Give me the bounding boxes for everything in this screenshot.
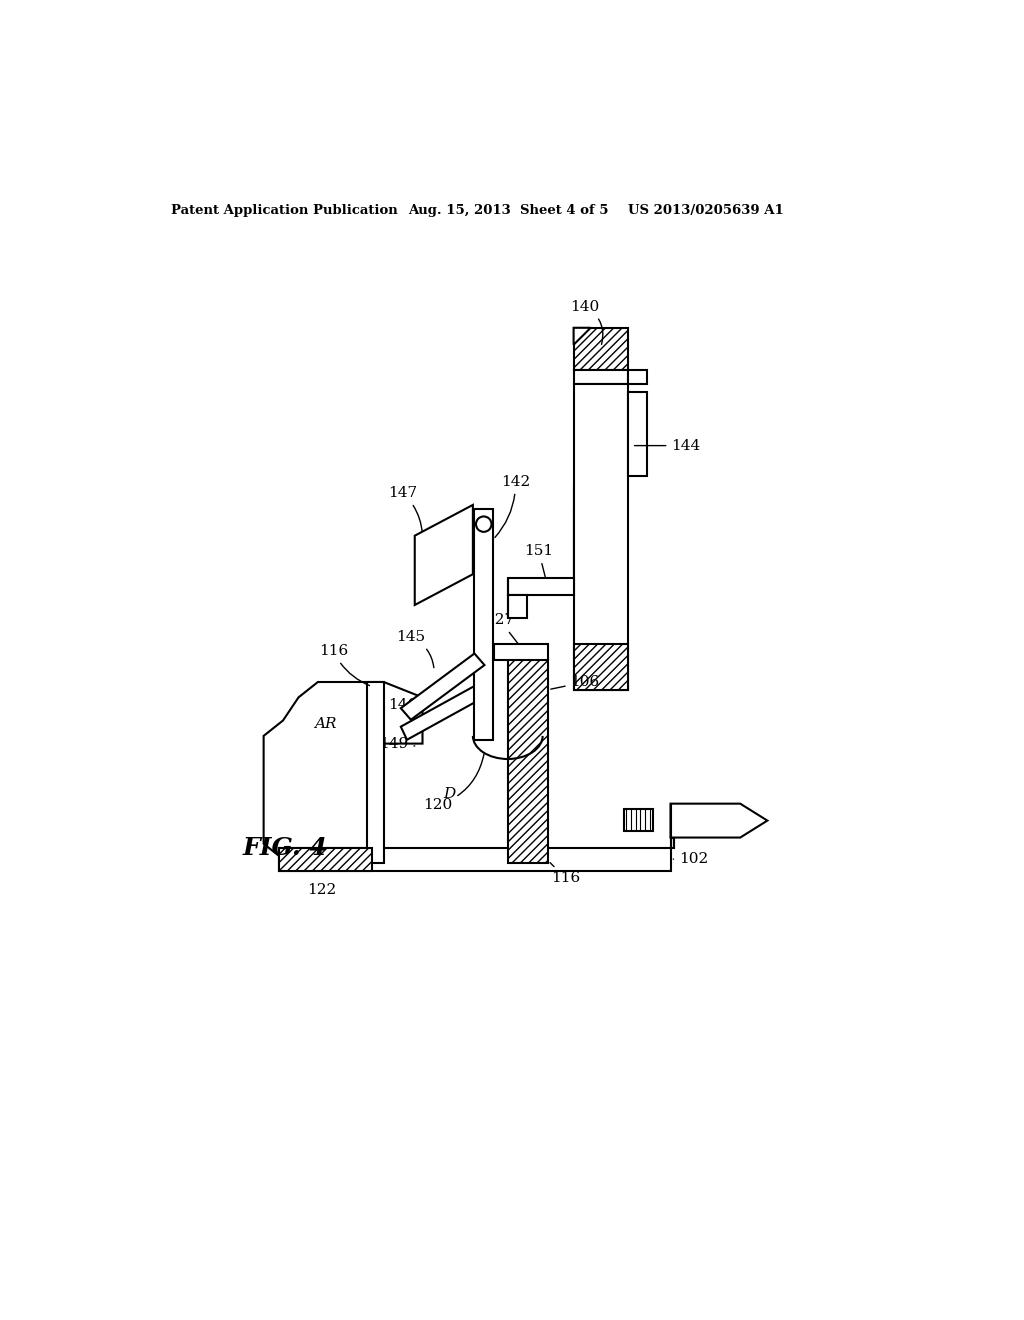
Bar	[671, 837, 675, 847]
Text: 151: 151	[524, 544, 553, 579]
Text: 144: 144	[635, 438, 700, 453]
Bar	[280, 847, 372, 871]
Polygon shape	[573, 327, 591, 345]
Bar	[280, 847, 671, 871]
Text: 116: 116	[550, 862, 581, 886]
Polygon shape	[573, 327, 628, 370]
Bar	[628, 392, 647, 477]
Bar	[573, 384, 628, 689]
Bar	[508, 595, 527, 618]
Text: 140: 140	[570, 300, 603, 345]
Bar	[573, 370, 628, 384]
Bar	[628, 370, 647, 384]
Text: 116: 116	[318, 644, 370, 685]
Text: 106: 106	[551, 675, 600, 689]
Text: FIG. 4: FIG. 4	[243, 836, 328, 859]
Bar	[474, 508, 493, 739]
Text: 122: 122	[307, 883, 336, 896]
Text: 102: 102	[673, 853, 709, 866]
Polygon shape	[400, 681, 490, 739]
Text: 120: 120	[423, 754, 484, 812]
Bar	[508, 578, 573, 595]
Polygon shape	[671, 804, 767, 837]
Text: AR: AR	[314, 717, 337, 731]
Text: 149: 149	[379, 737, 415, 751]
Bar	[367, 682, 384, 863]
Text: 145: 145	[396, 631, 434, 668]
Bar	[494, 644, 548, 660]
Text: 127: 127	[485, 614, 519, 645]
Polygon shape	[415, 506, 473, 605]
Polygon shape	[400, 653, 484, 719]
Text: D: D	[443, 787, 456, 801]
Bar	[624, 809, 653, 830]
Text: Aug. 15, 2013  Sheet 4 of 5: Aug. 15, 2013 Sheet 4 of 5	[409, 205, 609, 218]
Text: 146: 146	[388, 698, 425, 726]
Text: 147: 147	[388, 486, 422, 533]
Text: Patent Application Publication: Patent Application Publication	[171, 205, 397, 218]
Bar	[508, 659, 548, 863]
Bar	[573, 644, 628, 689]
Text: 142: 142	[495, 475, 530, 537]
Text: US 2013/0205639 A1: US 2013/0205639 A1	[628, 205, 783, 218]
